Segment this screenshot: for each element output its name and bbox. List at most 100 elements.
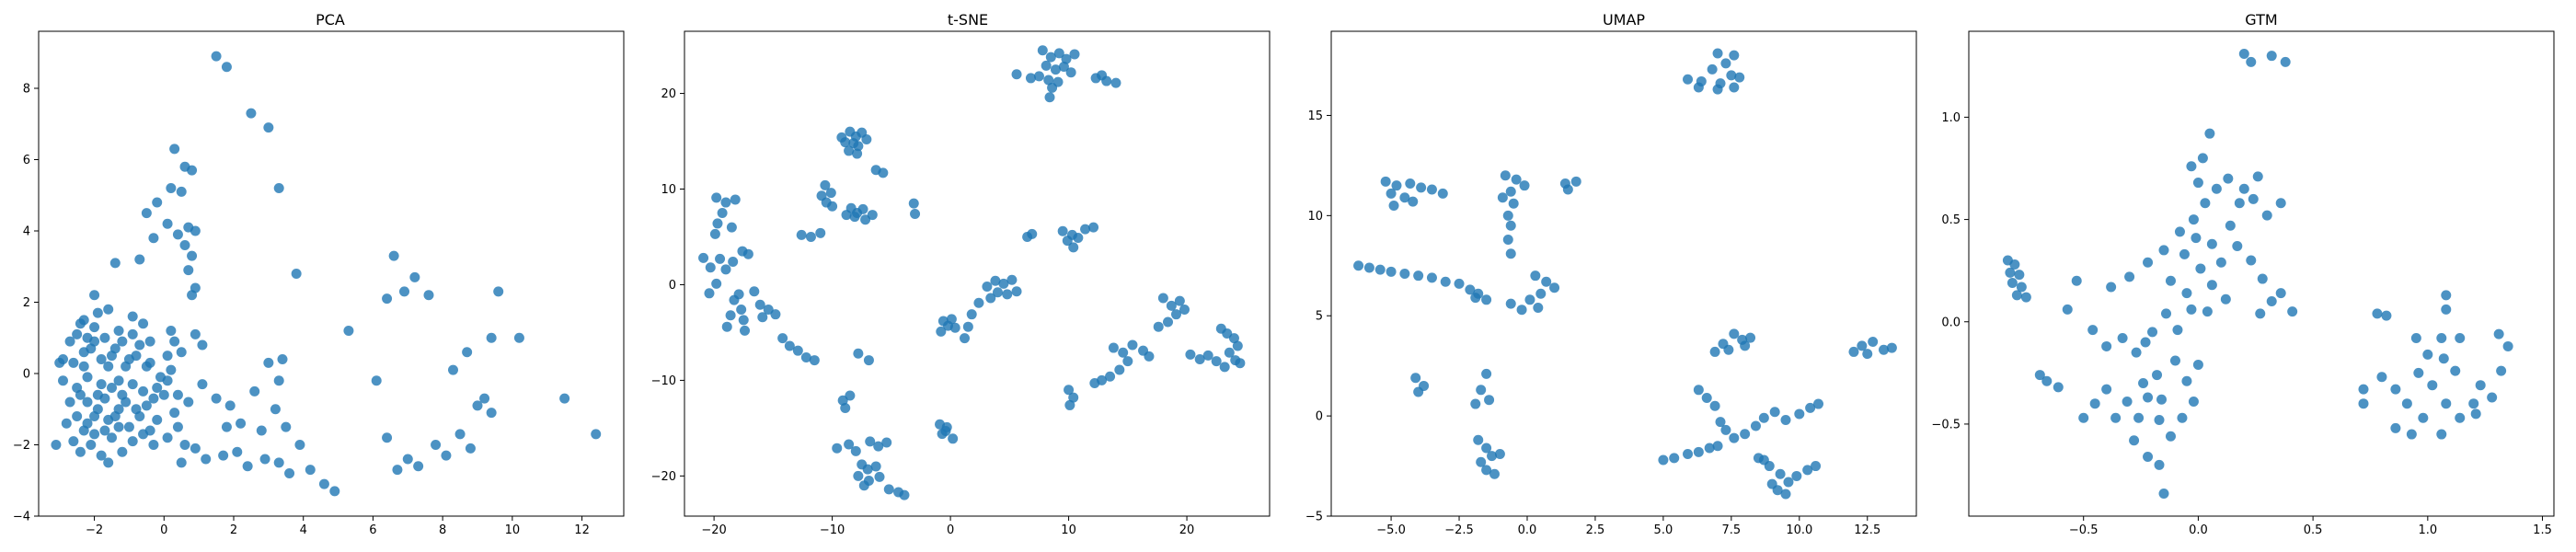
- scatter-point: [2257, 273, 2268, 284]
- scatter-point: [2188, 396, 2199, 407]
- scatter-point: [141, 400, 152, 411]
- scatter-point: [1097, 70, 1108, 81]
- scatter-point: [138, 318, 149, 329]
- scatter-point: [844, 145, 855, 156]
- scatter-point: [1043, 75, 1054, 86]
- scatter-point: [2413, 367, 2424, 378]
- scatter-point: [777, 333, 788, 344]
- scatter-point: [392, 465, 403, 476]
- scatter-point: [809, 355, 820, 366]
- scatter-point: [941, 421, 952, 432]
- scatter-point: [844, 439, 855, 450]
- scatter-point: [2101, 384, 2112, 395]
- scatter-point: [72, 383, 83, 393]
- scatter-point: [2358, 384, 2369, 395]
- scatter-point: [281, 421, 292, 432]
- scatter-point: [709, 228, 720, 239]
- x-tick-label: 2.5: [1586, 523, 1605, 537]
- scatter-point: [2129, 435, 2140, 446]
- panel-gtm: GTM −0.5 0.0 0.5 1.0 1.5 −0.5 0.0 0.5 1.0: [1931, 11, 2555, 537]
- scatter-point: [2441, 398, 2452, 409]
- y-tick-label: 0.5: [1941, 213, 1961, 227]
- scatter-point: [2275, 198, 2286, 209]
- scatter-point: [166, 364, 177, 375]
- scatter-point: [1780, 489, 1791, 500]
- scatter-point: [89, 290, 100, 301]
- scatter-point: [1399, 192, 1410, 203]
- scatter-point: [107, 383, 117, 393]
- scatter-point: [1862, 349, 1873, 360]
- scatter-point: [1386, 188, 1397, 199]
- scatter-point: [711, 278, 722, 289]
- scatter-point: [169, 336, 180, 347]
- x-tick-label: 12: [574, 523, 590, 537]
- points-tsne: [698, 45, 1246, 500]
- scatter-point: [1047, 82, 1058, 93]
- scatter-point: [1399, 269, 1410, 279]
- scatter-point: [99, 425, 110, 436]
- scatter-point: [78, 361, 89, 372]
- scatter-point: [190, 328, 201, 339]
- scatter-point: [144, 336, 155, 347]
- scatter-point: [1069, 49, 1080, 60]
- scatter-point: [1791, 470, 1802, 481]
- scatter-point: [1709, 400, 1720, 411]
- x-tick-label: 6: [369, 523, 376, 537]
- scatter-point: [183, 397, 194, 408]
- scatter-point: [883, 484, 894, 495]
- scatter-point: [107, 351, 117, 362]
- scatter-point: [1470, 398, 1481, 409]
- panel-title-umap: UMAP: [1603, 11, 1645, 29]
- scatter-point: [2165, 431, 2176, 442]
- scatter-point: [2133, 412, 2145, 423]
- scatter-point: [472, 400, 483, 411]
- scatter-point: [2143, 392, 2154, 403]
- scatter-point: [148, 233, 159, 244]
- scatter-point: [1868, 337, 1879, 348]
- scatter-point: [54, 357, 65, 368]
- scatter-point: [1410, 373, 1421, 384]
- scatter-point: [2238, 183, 2249, 194]
- x-tick-label: −2: [86, 523, 103, 537]
- scatter-point: [127, 436, 138, 447]
- scatter-point: [2496, 365, 2507, 376]
- scatter-point: [1215, 323, 1226, 334]
- scatter-point: [1805, 402, 1816, 413]
- scatter-point: [1562, 184, 1573, 195]
- scatter-point: [1114, 364, 1125, 375]
- scatter-point: [1704, 443, 1715, 454]
- scatter-point: [899, 489, 910, 500]
- scatter-point: [873, 441, 884, 452]
- scatter-point: [1769, 407, 1780, 418]
- scatter-point: [949, 322, 960, 333]
- scatter-point: [211, 51, 222, 62]
- scatter-point: [1041, 60, 1052, 71]
- scatter-point: [127, 311, 138, 322]
- scatter-point: [2154, 459, 2165, 470]
- scatter-point: [402, 454, 413, 465]
- scatter-point: [712, 218, 723, 229]
- scatter-point: [2211, 183, 2222, 194]
- scatter-point: [1211, 356, 1222, 367]
- scatter-point: [800, 351, 811, 362]
- scatter-point: [305, 465, 316, 476]
- scatter-point: [1033, 71, 1044, 82]
- scatter-point: [2234, 198, 2245, 209]
- scatter-point: [2181, 288, 2192, 299]
- scatter-point: [64, 336, 75, 347]
- scatter-point: [413, 461, 424, 472]
- panel-title-pca: PCA: [316, 11, 345, 29]
- scatter-point: [1002, 289, 1013, 300]
- scatter-point: [103, 361, 114, 372]
- x-tick-label: 1.5: [2533, 523, 2552, 537]
- scatter-point: [1465, 284, 1476, 295]
- scatter-point: [2014, 270, 2025, 281]
- scatter-point: [89, 411, 100, 421]
- x-tick-label: 0.0: [2189, 523, 2208, 537]
- scatter-point: [1235, 358, 1246, 369]
- scatter-point: [1144, 351, 1155, 362]
- scatter-point: [2078, 412, 2089, 423]
- y-tick-label: −4: [13, 511, 30, 524]
- scatter-point: [152, 197, 163, 208]
- scatter-point: [757, 312, 768, 323]
